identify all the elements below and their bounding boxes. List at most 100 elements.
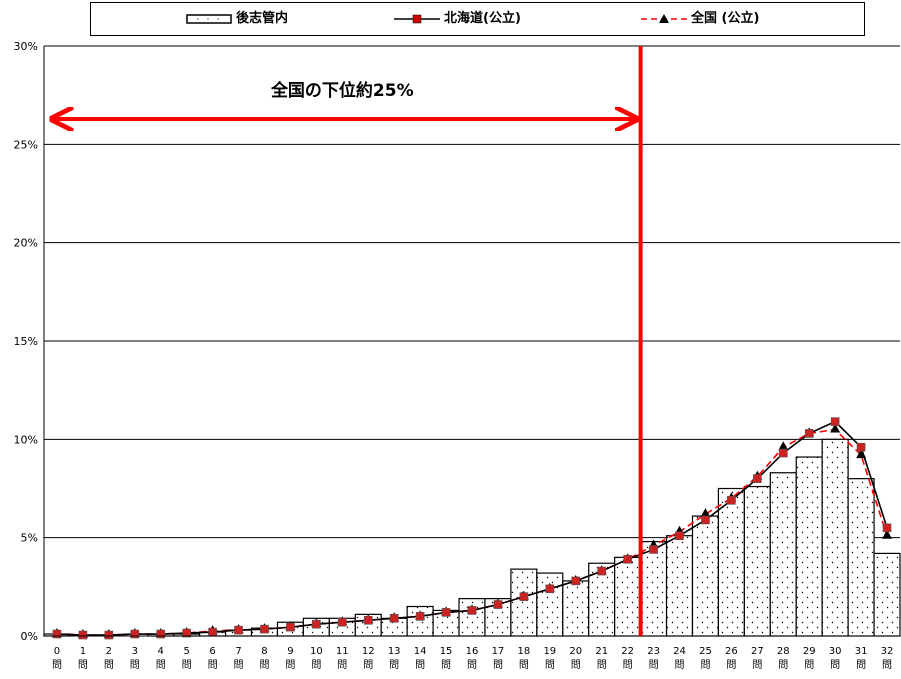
hokkaido-point bbox=[130, 629, 140, 639]
hokkaido-point bbox=[441, 608, 451, 617]
hokkaido-point bbox=[882, 523, 892, 533]
national-point bbox=[882, 529, 893, 539]
x-tick-label: 30 問 bbox=[829, 646, 842, 671]
hokkaido-point bbox=[260, 624, 269, 634]
hokkaido-point bbox=[156, 629, 166, 639]
red-dashed-triangle-icon bbox=[641, 13, 687, 23]
x-tick-label: 18 問 bbox=[518, 646, 531, 671]
x-tick-label: 10 問 bbox=[310, 646, 323, 671]
bar bbox=[536, 572, 564, 637]
national-point bbox=[700, 508, 711, 518]
x-tick-label: 14 問 bbox=[414, 646, 427, 671]
national-point bbox=[830, 423, 841, 433]
x-tick-label: 25 問 bbox=[699, 646, 712, 671]
hokkaido-point bbox=[182, 628, 191, 638]
legend-line2-label: 全国 (公立) bbox=[691, 11, 760, 26]
y-tick-label: 30% bbox=[14, 40, 38, 53]
x-tick-label: 22 問 bbox=[621, 646, 634, 671]
x-tick-label: 13 問 bbox=[388, 646, 401, 671]
x-tick-label: 32 問 bbox=[881, 646, 894, 671]
legend-item-national: 全国 (公立) bbox=[641, 11, 759, 27]
bar-series bbox=[43, 438, 901, 637]
hokkaido-point bbox=[830, 417, 840, 426]
hokkaido-point bbox=[338, 617, 347, 627]
bar bbox=[743, 485, 771, 637]
hokkaido-point bbox=[778, 448, 788, 458]
y-tick-label: 10% bbox=[14, 433, 38, 446]
bar bbox=[717, 487, 745, 637]
hokkaido-point bbox=[467, 606, 477, 615]
x-tick-label: 15 問 bbox=[440, 646, 453, 671]
y-tick-label: 0% bbox=[21, 630, 38, 643]
hokkaido-point bbox=[545, 584, 555, 594]
hokkaido-point bbox=[286, 622, 295, 632]
x-tick-label: 12 問 bbox=[362, 646, 375, 671]
bar bbox=[510, 568, 538, 637]
hokkaido-point bbox=[804, 429, 814, 438]
bar bbox=[769, 472, 797, 637]
bar bbox=[873, 552, 901, 637]
y-tick-label: 5% bbox=[21, 532, 38, 545]
hokkaido-point bbox=[234, 625, 243, 635]
hokkaido-point bbox=[856, 442, 866, 452]
x-tick-label: 27 問 bbox=[751, 646, 764, 671]
x-tick-label: 11 問 bbox=[336, 646, 349, 671]
line-series bbox=[51, 417, 893, 640]
legend-line1-label: 北海道(公立) bbox=[444, 11, 521, 26]
hokkaido-point bbox=[727, 495, 736, 505]
axes: 0 問 1 問 2 問 3 問 4 問 5 問 6 問 7 問 8 問 9 問 10 問 11 問 12 問 13 問 14 問 15 問 16… bbox=[43, 46, 900, 671]
x-tick-label: 28 問 bbox=[777, 646, 790, 671]
bar bbox=[691, 515, 720, 637]
x-tick-label: 21 問 bbox=[595, 646, 608, 671]
bar bbox=[614, 556, 642, 637]
x-tick-label: 20 問 bbox=[569, 646, 582, 671]
hokkaido-point bbox=[363, 615, 373, 625]
x-tick-label: 31 問 bbox=[855, 646, 868, 671]
legend-item-hokkaido: 北海道(公立) bbox=[394, 11, 521, 27]
bar bbox=[665, 535, 694, 637]
hokkaido-point bbox=[415, 612, 425, 621]
hokkaido-point bbox=[519, 592, 529, 601]
hokkaido-point bbox=[78, 630, 88, 640]
hokkaido-point bbox=[493, 600, 503, 609]
black-line-marker-icon bbox=[394, 14, 440, 23]
legend-bar-label: 後志管内 bbox=[236, 11, 289, 26]
bar-swatch-icon bbox=[186, 13, 232, 24]
hokkaido-point bbox=[208, 627, 217, 637]
x-tick-label: 19 問 bbox=[543, 646, 556, 671]
hokkaido-point bbox=[675, 531, 684, 541]
hokkaido-point bbox=[52, 629, 62, 639]
x-tick-label: 24 問 bbox=[673, 646, 686, 671]
hokkaido-point bbox=[104, 630, 114, 640]
y-tick-label: 20% bbox=[14, 237, 38, 250]
y-tick-label: 15% bbox=[14, 335, 38, 348]
national-point bbox=[856, 449, 867, 459]
annotation-group: 全国の下位約25% bbox=[52, 46, 643, 636]
x-tick-label: 29 問 bbox=[803, 646, 816, 671]
x-tick-label: 26 問 bbox=[725, 646, 738, 671]
hokkaido-point bbox=[571, 576, 581, 586]
legend: 後志管内 北海道(公立) 全国 (公立) bbox=[90, 2, 865, 36]
y-tick-label: 25% bbox=[14, 138, 38, 151]
hokkaido-point bbox=[753, 474, 762, 483]
bar bbox=[458, 598, 486, 637]
hokkaido-point bbox=[312, 619, 321, 629]
hokkaido-point bbox=[597, 566, 606, 576]
bar bbox=[847, 478, 875, 637]
x-tick-label: 16 問 bbox=[466, 646, 479, 671]
hokkaido-point bbox=[623, 554, 632, 564]
bar bbox=[562, 580, 590, 637]
legend-item-bars: 後志管内 bbox=[186, 11, 288, 27]
bar bbox=[640, 540, 668, 637]
